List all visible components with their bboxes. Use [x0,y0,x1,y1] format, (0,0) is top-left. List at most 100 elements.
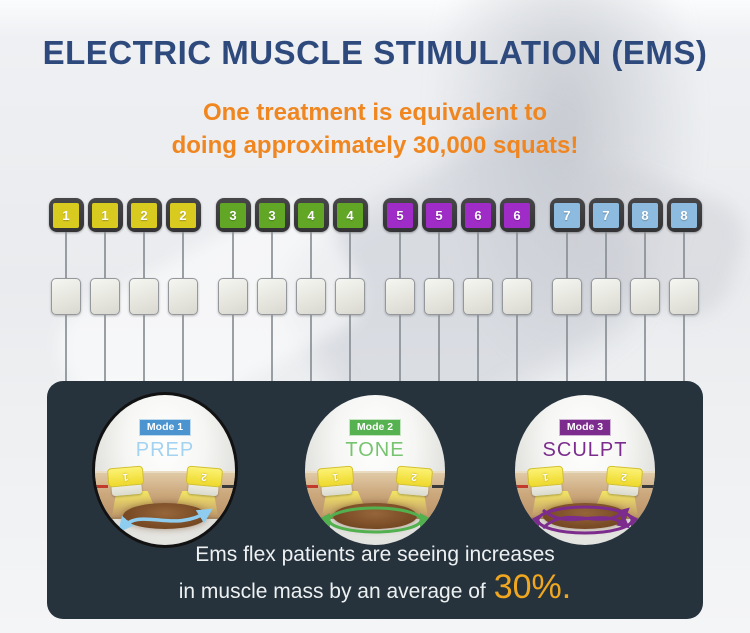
electrode-wire-upper [349,232,351,278]
gel-pad [502,278,532,315]
applicator-pad-top: 1 [316,465,355,488]
connector-number: 1 [53,202,79,228]
cable-right [642,485,655,488]
connector-number: 5 [426,202,452,228]
cable-right [432,485,445,488]
connector-frame: 6 [460,198,496,232]
cable-left [95,485,108,488]
electrode-channel: 8 [666,198,702,381]
electrode-wire-lower [438,315,440,381]
connector-number: 4 [298,202,324,228]
applicator-pad-number: 2 [201,470,208,483]
electrode-wire-lower [399,315,401,381]
gel-pad [385,278,415,315]
gel-pad [218,278,248,315]
applicator-pad-number: 1 [122,470,129,483]
sculpt-flow-arrows [526,505,644,535]
cable-left [305,485,318,488]
connector-frame: 2 [126,198,162,232]
gel-pad [129,278,159,315]
electrode-channel: 7 [549,198,585,381]
electrode-channel: 6 [499,198,535,381]
electrode-channel: 4 [293,198,329,381]
electrode-wire-upper [477,232,479,278]
gel-pad [424,278,454,315]
connector-number: 2 [131,202,157,228]
caption-line-1: Ems flex patients are seeing increases [195,543,555,566]
subtitle: One treatment is equivalent to doing app… [0,96,750,162]
mode-name: PREP [135,439,195,461]
modes-panel: Mode 1 PREP 1 2 Mode 2 TONE 1 2 Mode 3 SCULPT 1 2 E… [47,381,703,619]
connector-frame: 4 [293,198,329,232]
prep-flow-arrows [118,508,213,533]
connector-number: 7 [554,202,580,228]
subtitle-line-2: doing approximately 30,000 squats! [171,132,579,159]
electrode-wire-lower [182,315,184,381]
electrode-wire-lower [310,315,312,381]
applicator-pad-left: 1 [526,465,565,497]
cable-right [222,485,235,488]
electrode-wire-upper [104,232,106,278]
electrode-wire-lower [271,315,273,381]
gel-pad [669,278,699,315]
electrode-wire-upper [683,232,685,278]
applicator-pad-number: 2 [621,470,628,483]
connector-number: 3 [259,202,285,228]
electrode-wire-lower [477,315,479,381]
connector-frame: 8 [627,198,663,232]
electrode-wire-lower [644,315,646,381]
tone-flow-arrows [317,506,433,534]
connector-number: 4 [337,202,363,228]
connector-number: 7 [593,202,619,228]
mode-circle-prep: Mode 1 PREP 1 2 [95,395,235,545]
electrode-channel: 3 [215,198,251,381]
gel-pad [257,278,287,315]
connector-frame: 8 [666,198,702,232]
applicator-pad-right: 2 [605,465,644,497]
connector-number: 8 [632,202,658,228]
electrode-wire-upper [65,232,67,278]
electrode-channel: 2 [165,198,201,381]
connector-frame: 1 [87,198,123,232]
gel-pad [463,278,493,315]
connector-frame: 7 [588,198,624,232]
electrode-wire-lower [516,315,518,381]
electrode-wire-upper [143,232,145,278]
applicator-pad-number: 1 [332,470,339,483]
mode-badge: Mode 1 [138,419,192,436]
connector-number: 5 [387,202,413,228]
mode-circle-sculpt: Mode 3 SCULPT 1 2 [515,395,655,545]
caption-line-2-prefix: in muscle mass by an average of [178,580,486,603]
electrode-wire-upper [232,232,234,278]
applicator-pad-number: 1 [542,470,549,483]
electrode-wire-upper [271,232,273,278]
gel-pad [335,278,365,315]
panel-caption: Ems flex patients are seeing increases i… [47,541,703,611]
electrode-wire-upper [566,232,568,278]
gel-pad [296,278,326,315]
connector-number: 8 [671,202,697,228]
electrode-channel: 2 [126,198,162,381]
connector-number: 2 [170,202,196,228]
cable-left [515,485,528,488]
electrode-channel: 7 [588,198,624,381]
electrode-wire-upper [516,232,518,278]
connector-frame: 5 [421,198,457,232]
applicator-pad-top: 2 [605,465,644,488]
connector-frame: 2 [165,198,201,232]
applicator-pad-number: 2 [411,470,418,483]
connector-number: 3 [220,202,246,228]
applicator-pad-top: 2 [185,465,224,488]
subtitle-line-1: One treatment is equivalent to [202,99,548,126]
gel-pad [591,278,621,315]
gel-pad [552,278,582,315]
electrode-wire-lower [605,315,607,381]
electrode-channel: 1 [48,198,84,381]
gel-pad [90,278,120,315]
